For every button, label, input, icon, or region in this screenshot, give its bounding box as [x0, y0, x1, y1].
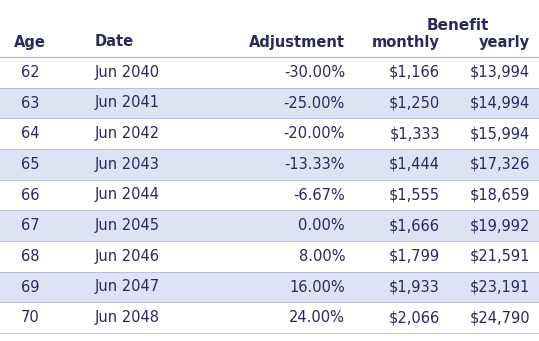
Text: 70: 70	[20, 310, 39, 325]
Bar	[0, 302, 539, 333]
Text: -20.00%: -20.00%	[284, 126, 345, 141]
Text: Jun 2046: Jun 2046	[95, 249, 160, 264]
Text: $17,326: $17,326	[469, 157, 530, 172]
Bar	[0, 57, 539, 88]
Text: $24,790: $24,790	[469, 310, 530, 325]
Text: Jun 2044: Jun 2044	[95, 188, 160, 203]
Bar	[0, 180, 539, 210]
Text: $1,933: $1,933	[389, 280, 440, 295]
Text: $1,166: $1,166	[389, 65, 440, 80]
Text: 65: 65	[20, 157, 39, 172]
Text: Jun 2043: Jun 2043	[95, 157, 160, 172]
Text: $18,659: $18,659	[470, 188, 530, 203]
Text: 68: 68	[20, 249, 39, 264]
Text: Date: Date	[95, 34, 134, 49]
Text: $19,992: $19,992	[469, 218, 530, 233]
Text: $2,066: $2,066	[389, 310, 440, 325]
Text: $1,555: $1,555	[389, 188, 440, 203]
Text: Benefit: Benefit	[426, 18, 489, 33]
Text: 0.00%: 0.00%	[299, 218, 345, 233]
Text: $14,994: $14,994	[470, 95, 530, 110]
Bar	[0, 118, 539, 149]
Text: $1,666: $1,666	[389, 218, 440, 233]
Text: $13,994: $13,994	[470, 65, 530, 80]
Text: $1,444: $1,444	[389, 157, 440, 172]
Text: Jun 2045: Jun 2045	[95, 218, 160, 233]
Text: yearly: yearly	[479, 34, 530, 49]
Text: $1,250: $1,250	[389, 95, 440, 110]
Text: $1,799: $1,799	[389, 249, 440, 264]
Text: 69: 69	[20, 280, 39, 295]
Bar	[0, 88, 539, 118]
Text: monthly: monthly	[372, 34, 440, 49]
Text: 64: 64	[20, 126, 39, 141]
Text: Jun 2042: Jun 2042	[95, 126, 160, 141]
Text: Adjustment: Adjustment	[249, 34, 345, 49]
Text: 67: 67	[20, 218, 39, 233]
Text: 66: 66	[20, 188, 39, 203]
Text: 62: 62	[20, 65, 39, 80]
Text: 8.00%: 8.00%	[299, 249, 345, 264]
Text: -13.33%: -13.33%	[285, 157, 345, 172]
Bar	[0, 241, 539, 272]
Text: Jun 2040: Jun 2040	[95, 65, 160, 80]
Text: Age: Age	[14, 34, 46, 49]
Text: Jun 2048: Jun 2048	[95, 310, 160, 325]
Bar	[0, 149, 539, 180]
Text: Jun 2047: Jun 2047	[95, 280, 160, 295]
Text: $1,333: $1,333	[389, 126, 440, 141]
Text: -25.00%: -25.00%	[284, 95, 345, 110]
Text: $23,191: $23,191	[470, 280, 530, 295]
Text: Jun 2041: Jun 2041	[95, 95, 160, 110]
Text: $21,591: $21,591	[469, 249, 530, 264]
Bar	[0, 272, 539, 302]
Text: 16.00%: 16.00%	[289, 280, 345, 295]
Text: 63: 63	[21, 95, 39, 110]
Bar	[0, 210, 539, 241]
Text: -30.00%: -30.00%	[284, 65, 345, 80]
Text: 24.00%: 24.00%	[289, 310, 345, 325]
Text: $15,994: $15,994	[470, 126, 530, 141]
Text: -6.67%: -6.67%	[293, 188, 345, 203]
